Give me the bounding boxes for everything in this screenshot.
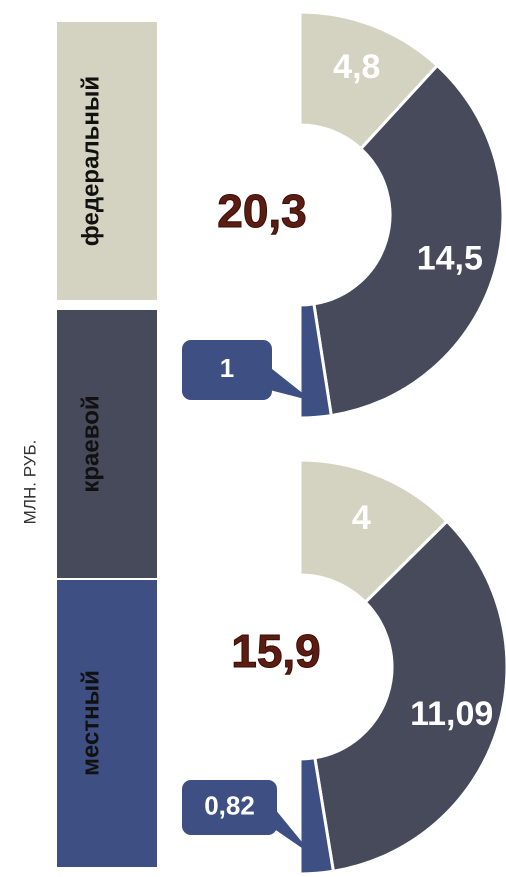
unit-label: МЛН. РУБ. <box>20 440 39 525</box>
value-label: 14,5 <box>417 239 483 277</box>
legend-box <box>57 310 157 578</box>
donut-segment <box>298 756 336 876</box>
legend-label: местный <box>77 670 104 776</box>
value-label: 1 <box>220 353 234 383</box>
value-label: 4,8 <box>333 48 380 86</box>
donut-segment <box>298 302 334 420</box>
value-label: 0,82 <box>204 790 255 820</box>
value-label: 4 <box>352 499 371 537</box>
donut-segment <box>312 63 505 418</box>
legend-label: федеральный <box>77 76 104 246</box>
donut-segment <box>313 519 506 874</box>
legend-label: краевой <box>77 395 104 492</box>
callout-pointer <box>262 361 313 401</box>
center-label: 20,3 <box>217 185 307 237</box>
callout-box <box>182 780 277 835</box>
callout-pointer <box>267 799 314 856</box>
legend-box <box>57 580 157 867</box>
callout-box <box>182 340 272 400</box>
center-label: 15,9 <box>231 625 321 677</box>
value-label: 11,09 <box>410 695 493 733</box>
legend-box <box>57 22 157 300</box>
